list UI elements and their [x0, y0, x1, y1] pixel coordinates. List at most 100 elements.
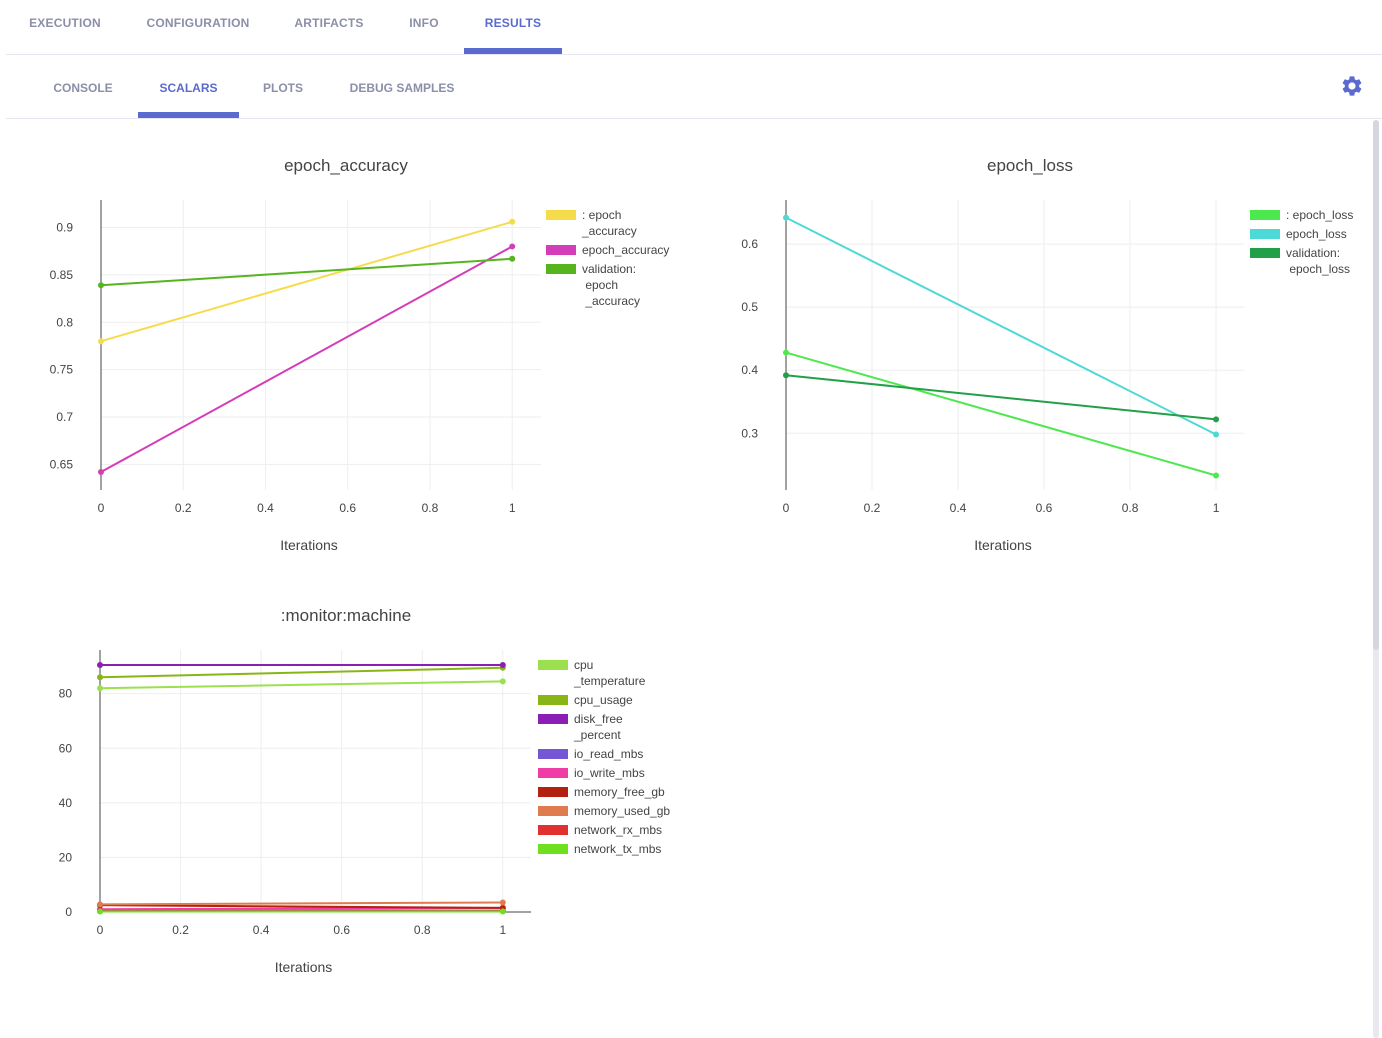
data-point-validation-epoch-accuracy — [98, 282, 104, 289]
y-tick-label: 60 — [59, 741, 73, 755]
legend-swatch-validation-epoch-loss — [1250, 248, 1280, 258]
x-axis-label: Iterations — [974, 537, 1032, 550]
legend-label: validation: — [1286, 246, 1340, 260]
data-point-epoch-accuracy — [509, 243, 516, 250]
y-tick-label: 0 — [65, 905, 72, 919]
data-point-memory-used-gb — [499, 899, 506, 906]
data-point-epoch-loss — [783, 349, 789, 356]
legend-label: : epoch_loss — [1286, 208, 1353, 222]
legend-label: epoch_loss — [1286, 227, 1347, 241]
x-tick-label: 0.2 — [864, 501, 881, 515]
tab-configuration[interactable]: CONFIGURATION — [134, 0, 262, 54]
series-line-validation-epoch-accuracy — [100, 257, 513, 287]
data-point-validation-epoch-loss — [783, 372, 789, 379]
legend-label: _accuracy — [581, 224, 637, 238]
tab-scalars[interactable]: SCALARS — [138, 56, 239, 118]
legend-swatch-epoch-accuracy — [546, 245, 576, 255]
y-tick-label: 40 — [59, 796, 73, 810]
y-tick-label: 0.7 — [56, 410, 73, 424]
tab-execution-label: EXECUTION — [29, 16, 101, 30]
tab-results[interactable]: RESULTS — [464, 0, 562, 54]
scrollbar[interactable] — [1373, 120, 1379, 1038]
data-point-epoch-accuracy — [509, 218, 516, 225]
epoch-loss-chart: epoch_loss 0 0.2 0.4 0.6 0.8 1 0.3 0.4 0.5 0.6 Iter… — [741, 156, 1353, 550]
legend-swatch-memory-free-gb — [538, 787, 568, 797]
tab-console-label: CONSOLE — [53, 81, 113, 95]
legend-swatch-epoch-accuracy — [546, 210, 576, 220]
x-tick-label: 1 — [499, 923, 506, 937]
data-point-epoch-accuracy — [98, 468, 104, 475]
x-tick-label: 0.6 — [339, 501, 356, 515]
legend-swatch-network-tx-mbs — [538, 844, 568, 854]
x-tick-label: 0.2 — [172, 923, 189, 937]
gear-icon[interactable] — [1340, 74, 1364, 98]
x-tick-label: 0.6 — [333, 923, 350, 937]
legend-swatch-epoch-loss — [1250, 229, 1280, 239]
y-tick-label: 0.3 — [741, 426, 758, 440]
tab-artifacts[interactable]: ARTIFACTS — [284, 0, 374, 54]
y-tick-label: 0.5 — [741, 300, 758, 314]
legend-label: io_write_mbs — [574, 766, 645, 780]
series-line-epoch-accuracy — [100, 220, 513, 343]
legend-label: _temperature — [573, 674, 646, 688]
tab-console[interactable]: CONSOLE — [38, 56, 128, 118]
data-point-disk-free-percent — [499, 662, 506, 669]
tab-debug-samples-label: DEBUG SAMPLES — [349, 81, 455, 95]
y-tick-label: 0.4 — [741, 363, 758, 377]
y-tick-label: 20 — [59, 850, 73, 864]
legend-label: validation: — [582, 262, 636, 276]
tab-info-label: INFO — [409, 16, 439, 30]
tab-debug-samples[interactable]: DEBUG SAMPLES — [336, 56, 468, 118]
x-tick-label: 0.8 — [414, 923, 431, 937]
y-tick-label: 0.85 — [50, 268, 74, 282]
x-tick-label: 0.4 — [950, 501, 967, 515]
legend-swatch-io-write-mbs — [538, 768, 568, 778]
series-line-epoch-accuracy — [100, 245, 513, 473]
legend-swatch-cpu-usage — [538, 695, 568, 705]
x-axis-label: Iterations — [275, 959, 333, 975]
data-point-validation-epoch-loss — [1213, 416, 1220, 423]
legend-label: io_read_mbs — [574, 747, 643, 761]
x-tick-label: 0.4 — [257, 501, 274, 515]
x-tick-label: 0.8 — [422, 501, 439, 515]
series-line-cpu-usage — [99, 666, 503, 679]
top-tab-bar: EXECUTION CONFIGURATION ARTIFACTS INFO R… — [6, 0, 1382, 55]
x-tick-label: 0 — [783, 501, 790, 515]
y-tick-label: 0.65 — [50, 457, 74, 471]
legend-label: _accuracy — [582, 294, 640, 308]
data-point-network-tx-mbs — [499, 908, 506, 915]
legend-label: disk_free — [574, 712, 623, 726]
legend-label: : epoch — [582, 208, 621, 222]
data-point-epoch-accuracy — [98, 338, 104, 345]
data-point-cpu-temperature — [97, 685, 103, 692]
data-point-epoch-loss — [1213, 431, 1220, 438]
chart-title: epoch_accuracy — [284, 156, 408, 175]
data-point-epoch-loss — [783, 214, 789, 221]
y-tick-label: 0.8 — [56, 315, 73, 329]
tab-artifacts-label: ARTIFACTS — [294, 16, 364, 30]
legend-label: epoch_accuracy — [582, 243, 669, 257]
x-tick-label: 0.6 — [1036, 501, 1053, 515]
legend-label: cpu — [574, 658, 593, 672]
monitor-machine-chart: :monitor:machine 0 0.2 0.4 0.6 0.8 1 0 20 40 60 80 I… — [59, 606, 671, 975]
series-line-memory-used-gb — [99, 901, 503, 906]
legend-label: network_tx_mbs — [574, 842, 661, 856]
legend-label: network_rx_mbs — [574, 823, 662, 837]
y-tick-label: 0.75 — [50, 363, 74, 377]
scrollbar-thumb[interactable] — [1373, 120, 1379, 650]
tab-execution[interactable]: EXECUTION — [6, 0, 124, 54]
data-point-disk-free-percent — [97, 662, 103, 669]
data-point-memory-used-gb — [97, 901, 103, 908]
sub-tab-bar: CONSOLE SCALARS PLOTS DEBUG SAMPLES — [6, 56, 1382, 119]
chart-title: epoch_loss — [987, 156, 1073, 175]
legend-swatch-network-rx-mbs — [538, 825, 568, 835]
data-point-network-tx-mbs — [97, 908, 103, 915]
legend-swatch-epoch-loss — [1250, 210, 1280, 220]
x-tick-label: 0.4 — [253, 923, 270, 937]
x-tick-label: 0.8 — [1122, 501, 1139, 515]
legend-swatch-disk-free-percent — [538, 714, 568, 724]
legend-label: cpu_usage — [574, 693, 633, 707]
tab-plots[interactable]: PLOTS — [250, 56, 316, 118]
tab-info[interactable]: INFO — [396, 0, 452, 54]
